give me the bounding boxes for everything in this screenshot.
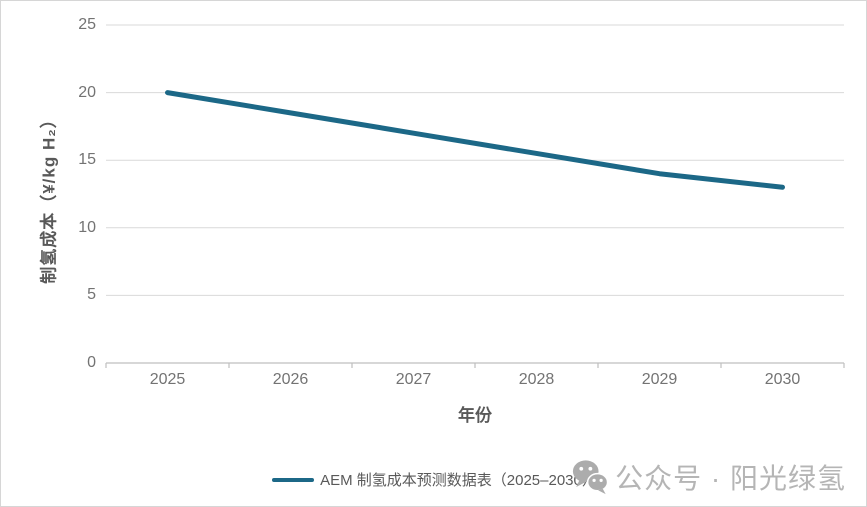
y-tick-label: 20 — [78, 83, 96, 101]
watermark: 公众号 · 阳光绿氢 — [571, 457, 846, 497]
y-tick-label: 0 — [87, 354, 96, 371]
watermark-text: 公众号 · 阳光绿氢 — [615, 463, 846, 494]
y-axis-title: 制氢成本（¥/kg H₂） — [39, 110, 59, 284]
line-chart-plot-area — [105, 24, 845, 368]
x-tick-label: 2027 — [395, 371, 432, 388]
x-tick-label: 2030 — [764, 371, 801, 388]
y-tick-label: 25 — [78, 16, 96, 33]
x-tick-label: 2025 — [149, 371, 186, 388]
y-tick-label: 5 — [87, 286, 96, 304]
x-tick-label: 2026 — [272, 371, 309, 388]
wechat-icon — [573, 460, 609, 495]
legend-label: AEM 制氢成本预测数据表（2025–2030） — [320, 472, 597, 489]
data-series-line — [165, 90, 785, 190]
x-tick-label: 2029 — [641, 371, 678, 388]
legend-line-swatch — [272, 477, 315, 482]
y-tick-label: 10 — [78, 218, 96, 236]
x-tick-label: 2028 — [518, 371, 555, 388]
legend: AEM 制氢成本预测数据表（2025–2030） — [1, 469, 866, 490]
y-tick-label: 15 — [78, 151, 96, 169]
x-axis-title: 年份 — [458, 406, 492, 425]
